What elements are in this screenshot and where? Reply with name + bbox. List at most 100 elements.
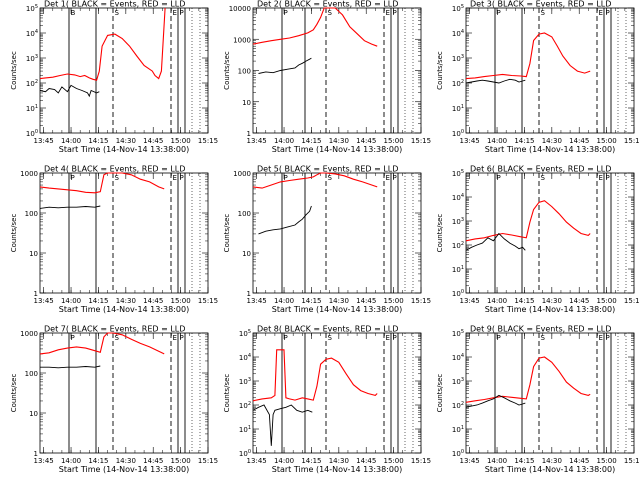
x-tick-label: 15:00 bbox=[384, 457, 404, 465]
marker-label: P bbox=[393, 334, 397, 342]
marker-label: S bbox=[115, 174, 120, 182]
events-series-line bbox=[258, 205, 312, 235]
marker-label: S bbox=[328, 9, 333, 17]
plot-panel-3: Det 3( BLACK = Events, RED = LLD 100 101 10… bbox=[436, 0, 640, 154]
x-tick-label: 15:15 bbox=[624, 297, 640, 305]
y-axis-label: Counts/sec bbox=[223, 51, 231, 90]
x-tick-label: 14:15 bbox=[514, 297, 534, 305]
lld-series-line bbox=[252, 349, 378, 402]
x-tick-label: 14:45 bbox=[356, 297, 376, 305]
x-tick-label: 14:00 bbox=[61, 457, 81, 465]
y-tick-label: 102 bbox=[452, 79, 464, 88]
marker-label: P bbox=[284, 174, 288, 182]
plot-title: Det 8( BLACK = Events, RED = LLD bbox=[257, 325, 398, 334]
marker-label: S bbox=[541, 334, 546, 342]
marker-label: E bbox=[173, 334, 177, 342]
marker-label: S bbox=[328, 174, 333, 182]
events-series-line bbox=[39, 205, 101, 209]
y-axis-label: Counts/sec bbox=[436, 214, 444, 253]
x-axis-label: Start Time (14-Nov-14 13:38:00) bbox=[59, 465, 189, 474]
x-tick-label: 14:15 bbox=[88, 137, 108, 145]
x-tick-label: 15:15 bbox=[198, 457, 218, 465]
x-tick-label: 13:45 bbox=[34, 457, 54, 465]
x-tick-label: 14:15 bbox=[301, 297, 321, 305]
events-series-line bbox=[258, 57, 312, 74]
y-tick-label: 100 bbox=[238, 68, 251, 76]
x-tick-label: 15:00 bbox=[171, 457, 191, 465]
x-tick-label: 15:00 bbox=[597, 457, 617, 465]
x-tick-label: 14:45 bbox=[143, 137, 163, 145]
plot-title: Det 9( BLACK = Events, RED = LLD bbox=[470, 325, 611, 334]
lld-series-line bbox=[39, 332, 165, 355]
y-tick-label: 105 bbox=[239, 329, 251, 338]
x-tick-label: 14:00 bbox=[61, 297, 81, 305]
plot-frame bbox=[252, 172, 422, 294]
plot-title: Det 6( BLACK = Events, RED = LLD bbox=[470, 165, 611, 174]
y-axis-label: Counts/sec bbox=[10, 214, 18, 253]
x-tick-label: 14:30 bbox=[116, 297, 136, 305]
marker-label: P bbox=[71, 174, 75, 182]
y-tick-label: 100 bbox=[26, 129, 38, 138]
y-tick-label: 101 bbox=[239, 425, 251, 434]
plot-frame bbox=[465, 172, 635, 294]
x-tick-label: 14:00 bbox=[487, 297, 507, 305]
x-tick-label: 14:00 bbox=[274, 297, 294, 305]
plot-panel-8: Det 8( BLACK = Events, RED = LLD 100 101 10… bbox=[223, 325, 431, 475]
y-tick-label: 1 bbox=[34, 290, 38, 298]
marker-label: E bbox=[599, 174, 603, 182]
plot-frame bbox=[39, 172, 209, 294]
marker-label: S bbox=[328, 334, 333, 342]
lld-series-line bbox=[39, 7, 166, 81]
y-tick-label: 103 bbox=[452, 377, 464, 386]
y-tick-label: 104 bbox=[239, 353, 251, 362]
x-tick-label: 13:45 bbox=[34, 297, 54, 305]
x-tick-label: 15:15 bbox=[624, 137, 640, 145]
x-tick-label: 14:15 bbox=[514, 137, 534, 145]
x-tick-label: 15:15 bbox=[198, 297, 218, 305]
events-series-line bbox=[40, 365, 101, 369]
x-tick-label: 14:45 bbox=[143, 457, 163, 465]
y-tick-label: 104 bbox=[452, 353, 464, 362]
y-tick-label: 102 bbox=[26, 79, 38, 88]
x-tick-label: 14:45 bbox=[356, 457, 376, 465]
marker-label: P bbox=[180, 334, 184, 342]
y-axis-label: Counts/sec bbox=[436, 374, 444, 413]
x-tick-label: 14:30 bbox=[542, 457, 562, 465]
marker-label: E bbox=[599, 9, 603, 17]
y-tick-label: 1000 bbox=[20, 170, 38, 178]
x-tick-label: 15:00 bbox=[384, 297, 404, 305]
x-tick-label: 14:45 bbox=[356, 137, 376, 145]
x-tick-label: 14:00 bbox=[487, 457, 507, 465]
x-axis-label: Start Time (14-Nov-14 13:38:00) bbox=[272, 465, 402, 474]
x-tick-label: 13:45 bbox=[34, 137, 54, 145]
y-tick-label: 104 bbox=[26, 29, 38, 38]
x-tick-label: 15:00 bbox=[171, 297, 191, 305]
marker-label: E bbox=[599, 334, 603, 342]
y-tick-label: 100 bbox=[238, 210, 251, 218]
x-tick-label: 13:45 bbox=[460, 297, 480, 305]
marker-label: E bbox=[386, 334, 390, 342]
plot-frame bbox=[39, 332, 209, 454]
y-tick-label: 105 bbox=[452, 4, 464, 13]
y-tick-label: 103 bbox=[26, 54, 38, 63]
plot-frame bbox=[465, 332, 635, 454]
plot-title: Det 7( BLACK = Events, RED = LLD bbox=[44, 325, 185, 334]
y-tick-label: 104 bbox=[452, 29, 464, 38]
x-tick-label: 14:30 bbox=[116, 137, 136, 145]
y-tick-label: 1000 bbox=[233, 36, 251, 44]
y-tick-label: 102 bbox=[239, 401, 251, 410]
x-axis-label: Start Time (14-Nov-14 13:38:00) bbox=[272, 145, 402, 154]
plot-title: Det 2( BLACK = Events, RED = LLD bbox=[257, 0, 398, 9]
y-tick-label: 103 bbox=[239, 377, 251, 386]
events-series-line bbox=[465, 232, 526, 251]
x-tick-label: 15:00 bbox=[171, 137, 191, 145]
y-tick-label: 10 bbox=[242, 250, 251, 258]
y-tick-label: 101 bbox=[452, 265, 464, 274]
plot-panel-1: Det 1( BLACK = Events, RED = LLD 100 101 10… bbox=[10, 0, 218, 154]
marker-label: P bbox=[497, 334, 501, 342]
marker-label: E bbox=[173, 9, 177, 17]
y-axis-label: Counts/sec bbox=[223, 374, 231, 413]
x-tick-label: 14:45 bbox=[569, 137, 589, 145]
x-axis-label: Start Time (14-Nov-14 13:38:00) bbox=[485, 465, 615, 474]
